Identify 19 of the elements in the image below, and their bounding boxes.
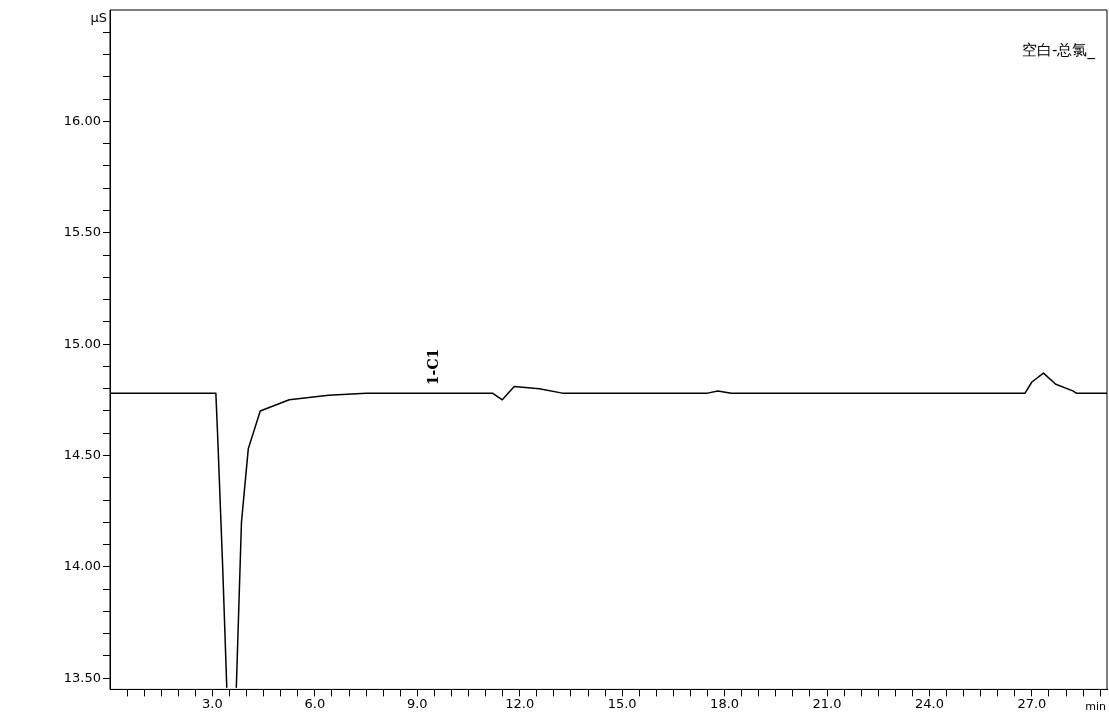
x-tick-label: 24.0: [914, 695, 944, 711]
x-tick-label: 15.0: [607, 695, 637, 711]
x-tick-label: 12.0: [505, 695, 535, 711]
y-tick-label: 16.00: [63, 112, 101, 128]
y-tick-label: 14.00: [63, 558, 101, 574]
y-tick-label: 14.50: [63, 446, 101, 462]
x-tick-label: 21.0: [812, 695, 842, 711]
y-tick-label: 15.00: [63, 335, 101, 351]
x-axis-title: min: [1085, 699, 1107, 712]
annotation: 1-C1: [425, 348, 442, 386]
y-tick-label: 13.50: [63, 669, 101, 685]
x-tick-label: 18.0: [710, 695, 740, 711]
x-tick-label: 9.0: [406, 695, 428, 711]
x-tick-label: 27.0: [1017, 695, 1047, 711]
x-tick-label: 3.0: [202, 695, 223, 711]
x-tick-label: 6.0: [304, 695, 326, 711]
text: 空白-总氯_: [1022, 41, 1096, 61]
y-tick-label: 15.50: [63, 224, 101, 240]
y-axis-title: µS: [90, 9, 107, 25]
